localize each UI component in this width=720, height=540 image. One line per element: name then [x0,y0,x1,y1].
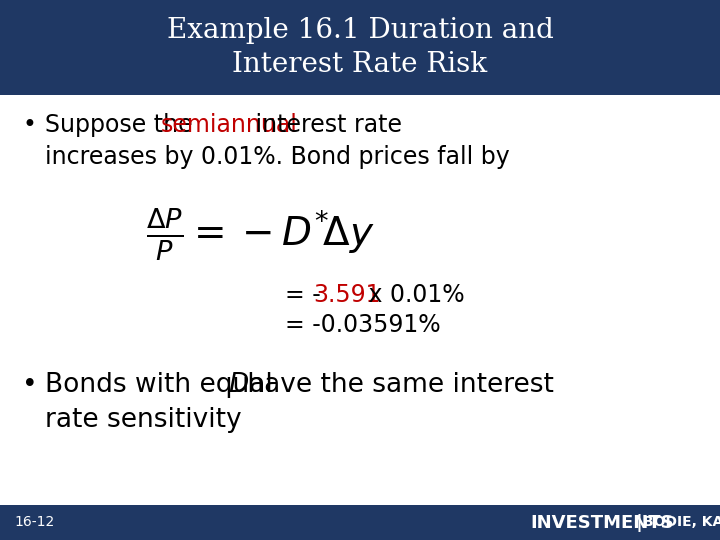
Text: Interest Rate Risk: Interest Rate Risk [233,51,487,78]
Text: = -0.03591%: = -0.03591% [285,313,441,337]
Text: 3.591: 3.591 [313,283,380,307]
Text: rate sensitivity: rate sensitivity [45,407,242,433]
Text: 16-12: 16-12 [14,516,54,530]
Bar [0,505,720,540]
Text: •: • [22,372,37,398]
Text: increases by 0.01%. Bond prices fall by: increases by 0.01%. Bond prices fall by [45,145,510,169]
Text: interest rate: interest rate [248,113,402,137]
Bar [0,0,720,95]
Text: = -: = - [285,283,320,307]
Text: Suppose the: Suppose the [45,113,200,137]
Text: •: • [22,113,36,137]
Text: semiannual: semiannual [161,113,298,137]
Text: have the same interest: have the same interest [239,372,554,398]
Text: |: | [630,514,649,531]
Text: BODIE, KANE, MARCUS: BODIE, KANE, MARCUS [643,516,720,530]
Text: D: D [228,372,248,398]
Text: INVESTMENTS: INVESTMENTS [530,514,674,531]
Text: $\frac{\Delta P}{P} = -D^{*}\!\Delta y$: $\frac{\Delta P}{P} = -D^{*}\!\Delta y$ [145,207,374,264]
Text: x 0.01%: x 0.01% [361,283,464,307]
Text: Bonds with equal: Bonds with equal [45,372,281,398]
Text: Example 16.1 Duration and: Example 16.1 Duration and [166,17,554,44]
